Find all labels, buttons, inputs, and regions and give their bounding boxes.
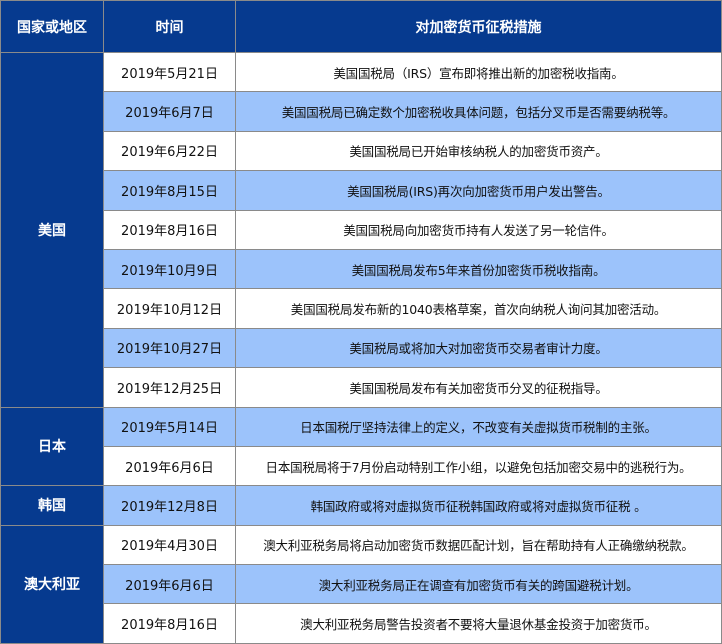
table-row: 2019年8月16日 澳大利亚税务局警告投资者不要将大量退休基金投资于加密货币。 (1, 603, 722, 644)
header-measure: 对加密货币征税措施 (235, 0, 722, 53)
date-cell: 2019年4月30日 (103, 524, 236, 566)
table-row: 澳大利亚 2019年4月30日 澳大利亚税务局将启动加密货币数据匹配计划，旨在帮助持… (0, 524, 722, 644)
table-row: 美国 2019年5月21日 美国国税局（IRS）宣布即将推出新的加密税收指南。 (0, 51, 722, 408)
date-cell: 2019年8月16日 (103, 603, 236, 644)
measure-cell: 澳大利亚税务局将启动加密货币数据匹配计划，旨在帮助持有人正确缴纳税款。 (235, 524, 722, 566)
table-row: 2019年6月6日 澳大利亚税务局正在调查有加密货币有关的跨国避税计划。 (1, 564, 722, 605)
measure-cell: 美国税局或将加大对加密货币交易者审计力度。 (235, 327, 722, 369)
table-row: 2019年10月12日 美国国税局发布新的1040表格草案，首次向纳税人询问其加密… (1, 288, 722, 329)
date-cell: 2019年6月22日 (103, 130, 236, 172)
table-row: 2019年8月15日 美国国税局(IRS)再次向加密货币用户发出警告。 (1, 170, 722, 211)
table-row: 韩国 2019年12月8日 韩国政府或将对虚拟货币征税韩国政府或将对虚拟货币征税 。 (0, 485, 722, 526)
table-body: 美国 2019年5月21日 美国国税局（IRS）宣布即将推出新的加密税收指南。 201… (0, 51, 722, 644)
date-cell: 2019年12月8日 (103, 485, 236, 526)
date-cell: 2019年6月6日 (103, 445, 236, 487)
table-row: 2019年10月27日 美国税局或将加大对加密货币交易者审计力度。 (1, 327, 722, 369)
measure-cell: 美国国税局发布有关加密货币分叉的征税指导。 (235, 367, 722, 408)
measure-cell: 美国国税局已确定数个加密税收具体问题，包括分叉币是否需要纳税等。 (235, 91, 722, 132)
measure-cell: 澳大利亚税务局正在调查有加密货币有关的跨国避税计划。 (235, 564, 722, 605)
date-cell: 2019年5月14日 (103, 406, 236, 447)
measure-cell: 美国国税局发布5年来首份加密货币税收指南。 (235, 248, 722, 290)
date-cell: 2019年6月6日 (103, 564, 236, 605)
date-cell: 2019年8月16日 (103, 209, 236, 250)
date-cell: 2019年6月7日 (103, 91, 236, 132)
date-cell: 2019年12月25日 (103, 367, 236, 408)
table-row: 2019年6月7日 美国国税局已确定数个加密税收具体问题，包括分叉币是否需要纳税等… (1, 91, 722, 132)
table-row: 2019年12月25日 美国国税局发布有关加密货币分叉的征税指导。 (1, 367, 722, 408)
table-row: 2019年6月6日 日本国税局将于7月份启动特别工作小组，以避免包括加密交易中的逃… (1, 445, 722, 487)
table-row: 2019年8月16日 美国国税局向加密货币持有人发送了另一轮信件。 (1, 209, 722, 250)
table-row: 2019年6月22日 美国国税局已开始审核纳税人的加密货币资产。 (1, 130, 722, 172)
country-cell: 日本 (0, 406, 104, 487)
measure-cell: 美国国税局发布新的1040表格草案，首次向纳税人询问其加密活动。 (235, 288, 722, 329)
table-row: 日本 2019年5月14日 日本国税厅坚持法律上的定义，不改变有关虚拟货币税制的主张… (0, 406, 722, 487)
date-cell: 2019年8月15日 (103, 170, 236, 211)
measure-cell: 美国国税局(IRS)再次向加密货币用户发出警告。 (235, 170, 722, 211)
country-cell: 美国 (0, 52, 104, 408)
table-row: 2019年10月9日 美国国税局发布5年来首份加密货币税收指南。 (1, 248, 722, 290)
measure-cell: 韩国政府或将对虚拟货币征税韩国政府或将对虚拟货币征税 。 (235, 485, 722, 526)
measure-cell: 日本国税局将于7月份启动特别工作小组，以避免包括加密交易中的逃税行为。 (235, 445, 722, 487)
date-cell: 2019年10月27日 (103, 327, 236, 369)
measure-cell: 美国国税局已开始审核纳税人的加密货币资产。 (235, 130, 722, 172)
measure-cell: 日本国税厅坚持法律上的定义，不改变有关虚拟货币税制的主张。 (235, 406, 722, 447)
measure-cell: 美国国税局向加密货币持有人发送了另一轮信件。 (235, 209, 722, 250)
date-cell: 2019年10月12日 (103, 288, 236, 329)
header-country: 国家或地区 (0, 0, 104, 53)
measure-cell: 澳大利亚税务局警告投资者不要将大量退休基金投资于加密货币。 (235, 603, 722, 644)
header-date: 时间 (103, 0, 236, 53)
date-cell: 2019年5月21日 (103, 51, 236, 93)
country-cell: 澳大利亚 (0, 524, 104, 644)
country-cell: 韩国 (0, 485, 104, 526)
date-cell: 2019年10月9日 (103, 248, 236, 290)
header-row: 国家或地区 时间 对加密货币征税措施 (0, 0, 722, 53)
measure-cell: 美国国税局（IRS）宣布即将推出新的加密税收指南。 (235, 51, 722, 93)
